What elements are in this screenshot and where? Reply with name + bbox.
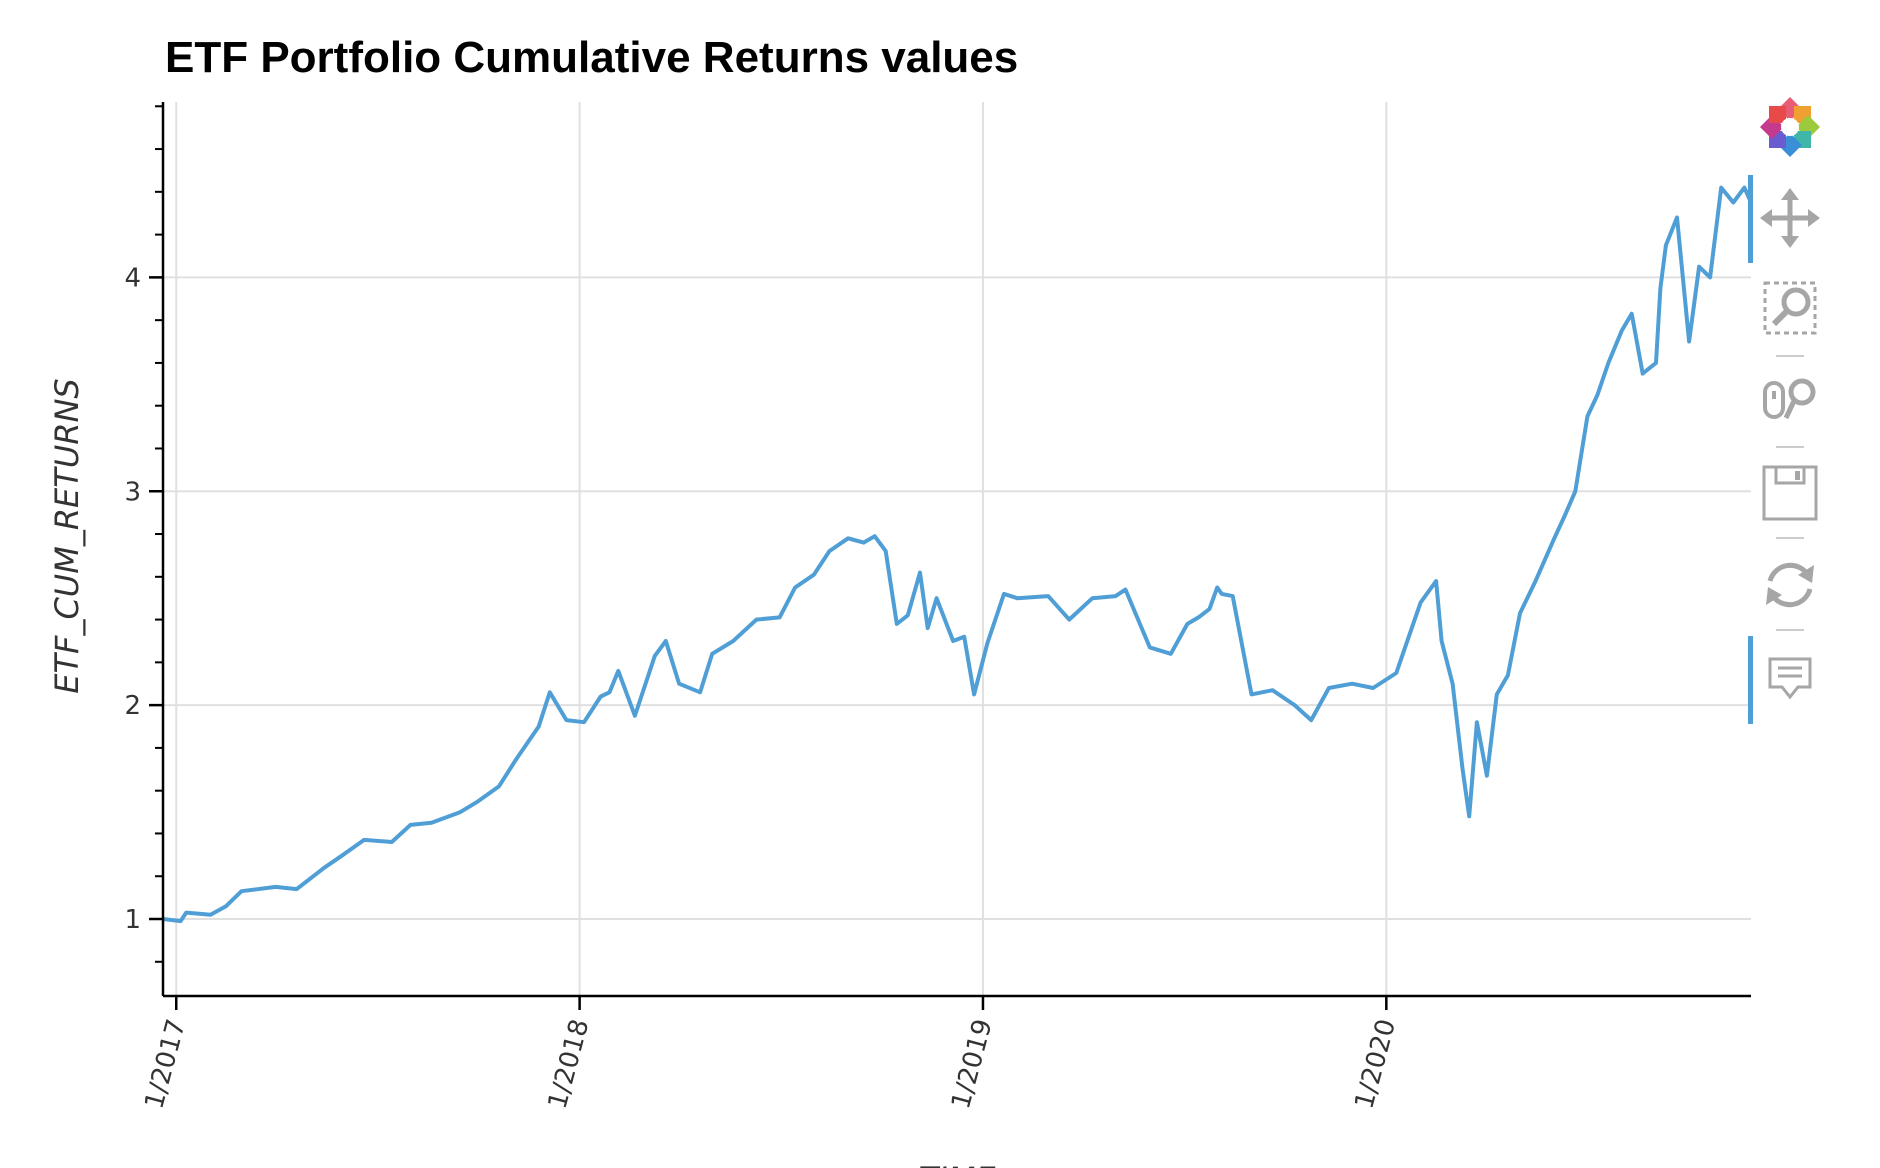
y-tick-label: 3 [124, 477, 141, 507]
toolbar [1748, 97, 1820, 724]
x-tick-label: 1/2020 [1349, 1016, 1402, 1112]
axes [161, 102, 1751, 998]
wheel-zoom-icon[interactable] [1763, 378, 1816, 420]
x-tick-label: 1/2018 [543, 1016, 596, 1112]
save-icon[interactable] [1762, 465, 1818, 521]
reset-icon[interactable] [1766, 562, 1814, 608]
hover-icon[interactable] [1768, 657, 1812, 700]
y-tick-label: 2 [124, 691, 141, 721]
x-axis-ticks: 1/2017 1/2018 1/2019 1/2020 [139, 996, 1402, 1112]
plot-area[interactable] [163, 102, 1751, 996]
y-axis-label: ETF_CUM_RETURNS [48, 378, 86, 693]
bokeh-logo[interactable] [1760, 97, 1820, 157]
y-gridlines [163, 276, 1751, 921]
x-tick-label: 1/2017 [139, 1016, 192, 1112]
toolbar-active-indicator-hover [1748, 636, 1753, 724]
y-tick-label: 4 [124, 263, 141, 293]
y-tick-label: 1 [124, 905, 141, 935]
x-gridlines [175, 102, 1388, 996]
move-icon[interactable] [1760, 188, 1820, 248]
toolbar-active-indicator-pan [1748, 175, 1753, 263]
box-zoom-icon[interactable] [1763, 281, 1817, 335]
series-line-etf-cum-returns [162, 185, 1753, 924]
x-tick-label: 1/2019 [946, 1016, 999, 1112]
x-axis-label: TIME [919, 1160, 997, 1168]
y-axis-ticks: 1 2 3 4 [124, 105, 163, 963]
chart-title: ETF Portfolio Cumulative Returns values [165, 33, 1018, 82]
